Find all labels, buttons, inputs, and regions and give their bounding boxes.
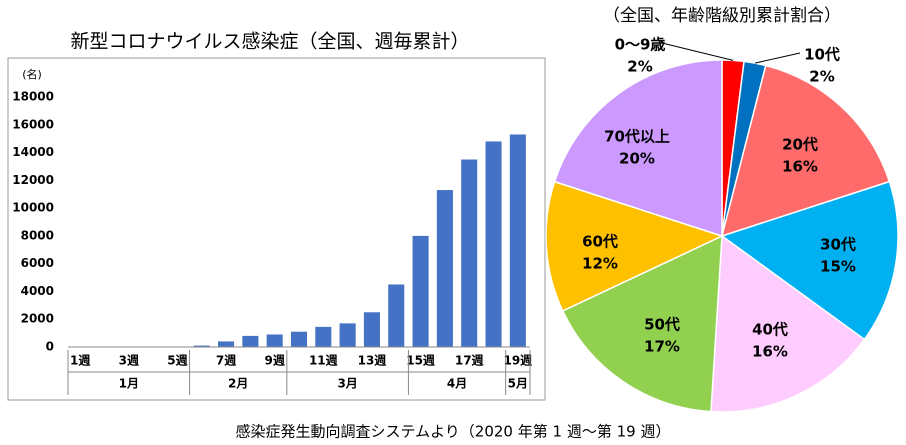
group-label: 4月 [447, 377, 467, 391]
slice-label: 0～9歳 [615, 36, 666, 54]
bar [339, 323, 356, 347]
bar [461, 159, 478, 347]
bar [290, 331, 308, 347]
slice-value: 17% [644, 338, 680, 356]
bar [412, 235, 429, 347]
pie-slice [545, 180, 725, 312]
x-tick-label: 1週 [70, 353, 90, 368]
y-tick-label: 0 [46, 340, 54, 354]
y-tick-label: 4000 [21, 284, 54, 298]
slice-value: 2% [627, 58, 652, 76]
y-unit: (名) [22, 67, 42, 81]
slice-value: 15% [820, 258, 856, 276]
bar [363, 312, 380, 347]
pie-slice [720, 180, 899, 341]
y-tick-label: 16000 [12, 117, 54, 131]
y-tick-label: 2000 [21, 312, 54, 326]
x-tick-label: 7週 [216, 353, 236, 368]
x-tick-label: 19週 [503, 353, 532, 368]
y-tick-label: 6000 [21, 256, 54, 270]
pie-title: （全国、年齢階級別累計割合） [603, 6, 841, 26]
x-tick-label: 9週 [265, 353, 285, 368]
bar [485, 141, 502, 347]
slice-label: 40代 [752, 321, 788, 339]
slice-value: 2% [809, 68, 834, 86]
pie-slice [720, 64, 891, 238]
leader-line [754, 52, 801, 64]
bar-frame [7, 57, 546, 401]
y-tick-label: 8000 [21, 228, 54, 242]
pie-slice [561, 234, 723, 413]
slice-label: 30代 [820, 236, 856, 254]
pie-slice [710, 234, 866, 413]
slice-label: 10代 [804, 46, 840, 64]
slice-label: 50代 [644, 316, 680, 334]
y-tick-label: 12000 [12, 173, 54, 187]
footer: 感染症発生動向調査システムより（2020 年第 1 週～第 19 週） [236, 423, 671, 441]
group-label: 2月 [228, 377, 248, 391]
bar [218, 341, 235, 347]
y-tick-label: 10000 [12, 201, 54, 215]
slice-label: 70代以上 [604, 128, 670, 146]
bar [315, 326, 332, 347]
bar [436, 190, 453, 347]
x-tick-label: 11週 [309, 353, 338, 368]
pie-slice [553, 59, 723, 238]
y-tick-label: 14000 [12, 145, 54, 159]
x-tick-label: 13週 [358, 353, 387, 368]
bar-title: 新型コロナウイルス感染症（全国、週毎累計） [70, 31, 469, 53]
bar [266, 334, 283, 347]
slice-value: 16% [752, 343, 788, 361]
x-tick-label: 5週 [167, 353, 187, 368]
leader-line [661, 42, 734, 61]
group-label: 1月 [119, 377, 139, 391]
group-label: 5月 [508, 377, 528, 391]
slice-label: 60代 [582, 233, 618, 251]
group-label: 3月 [337, 377, 357, 391]
x-tick-label: 3週 [119, 353, 139, 368]
bar [193, 345, 210, 347]
bar [509, 134, 526, 347]
slice-value: 20% [619, 150, 655, 168]
x-tick-label: 17週 [455, 353, 484, 368]
bar [242, 335, 259, 347]
x-tick-label: 15週 [406, 353, 435, 368]
slice-value: 16% [782, 158, 818, 176]
y-tick-label: 18000 [12, 90, 54, 104]
slice-value: 12% [582, 255, 618, 273]
bar [388, 284, 405, 347]
slice-label: 20代 [782, 136, 818, 154]
